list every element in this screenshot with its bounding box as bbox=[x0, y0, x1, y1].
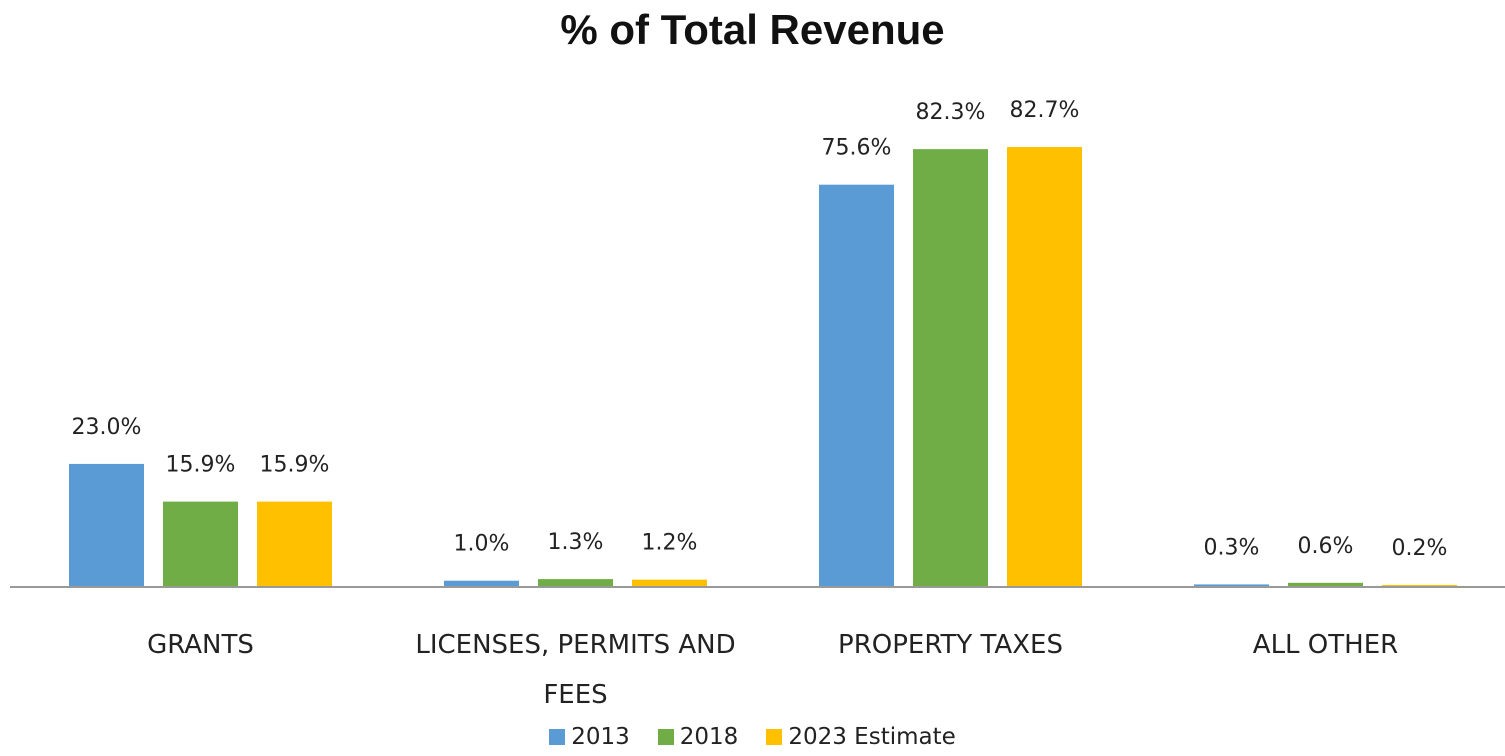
legend-swatch bbox=[549, 729, 566, 745]
bar bbox=[913, 149, 988, 586]
data-label: 0.3% bbox=[1204, 535, 1260, 560]
data-label: 75.6% bbox=[822, 136, 892, 161]
x-tick-label: PROPERTY TAXES bbox=[838, 630, 1063, 660]
bar bbox=[1194, 584, 1269, 586]
data-label: 1.2% bbox=[642, 531, 698, 556]
data-label: 23.0% bbox=[72, 415, 142, 440]
chart-title: % of Total Revenue bbox=[560, 6, 945, 53]
legend-item: 2018 bbox=[657, 724, 739, 750]
data-label: 15.9% bbox=[166, 453, 236, 478]
legend-swatch bbox=[657, 729, 674, 745]
data-label: 0.6% bbox=[1298, 534, 1354, 559]
bar bbox=[632, 579, 707, 586]
bar bbox=[1288, 582, 1363, 586]
bar bbox=[1007, 147, 1082, 586]
data-label: 82.3% bbox=[916, 100, 986, 125]
legend-swatch bbox=[766, 729, 783, 745]
x-tick-label: ALL OTHER bbox=[1252, 630, 1399, 660]
legend: 2013 2018 2023 Estimate bbox=[0, 724, 1505, 750]
bar bbox=[444, 580, 519, 586]
legend-label: 2023 Estimate bbox=[788, 724, 956, 750]
data-label: 1.3% bbox=[548, 530, 604, 555]
data-label: 82.7% bbox=[1010, 98, 1080, 123]
data-label: 15.9% bbox=[260, 453, 330, 478]
bar bbox=[538, 579, 613, 586]
legend-label: 2013 bbox=[571, 724, 630, 750]
bar bbox=[257, 501, 332, 586]
data-label: 1.0% bbox=[454, 532, 510, 557]
bar bbox=[69, 463, 144, 586]
x-tick-label: GRANTS bbox=[147, 630, 254, 660]
bar bbox=[163, 501, 238, 586]
legend-item: 2013 bbox=[549, 724, 630, 750]
legend-label: 2018 bbox=[679, 724, 739, 750]
bar bbox=[1382, 584, 1457, 586]
legend-item: 2023 Estimate bbox=[766, 724, 956, 750]
data-label: 0.2% bbox=[1392, 536, 1448, 561]
x-tick-label: LICENSES, PERMITS AND FEES bbox=[415, 630, 736, 710]
bar bbox=[819, 184, 894, 586]
